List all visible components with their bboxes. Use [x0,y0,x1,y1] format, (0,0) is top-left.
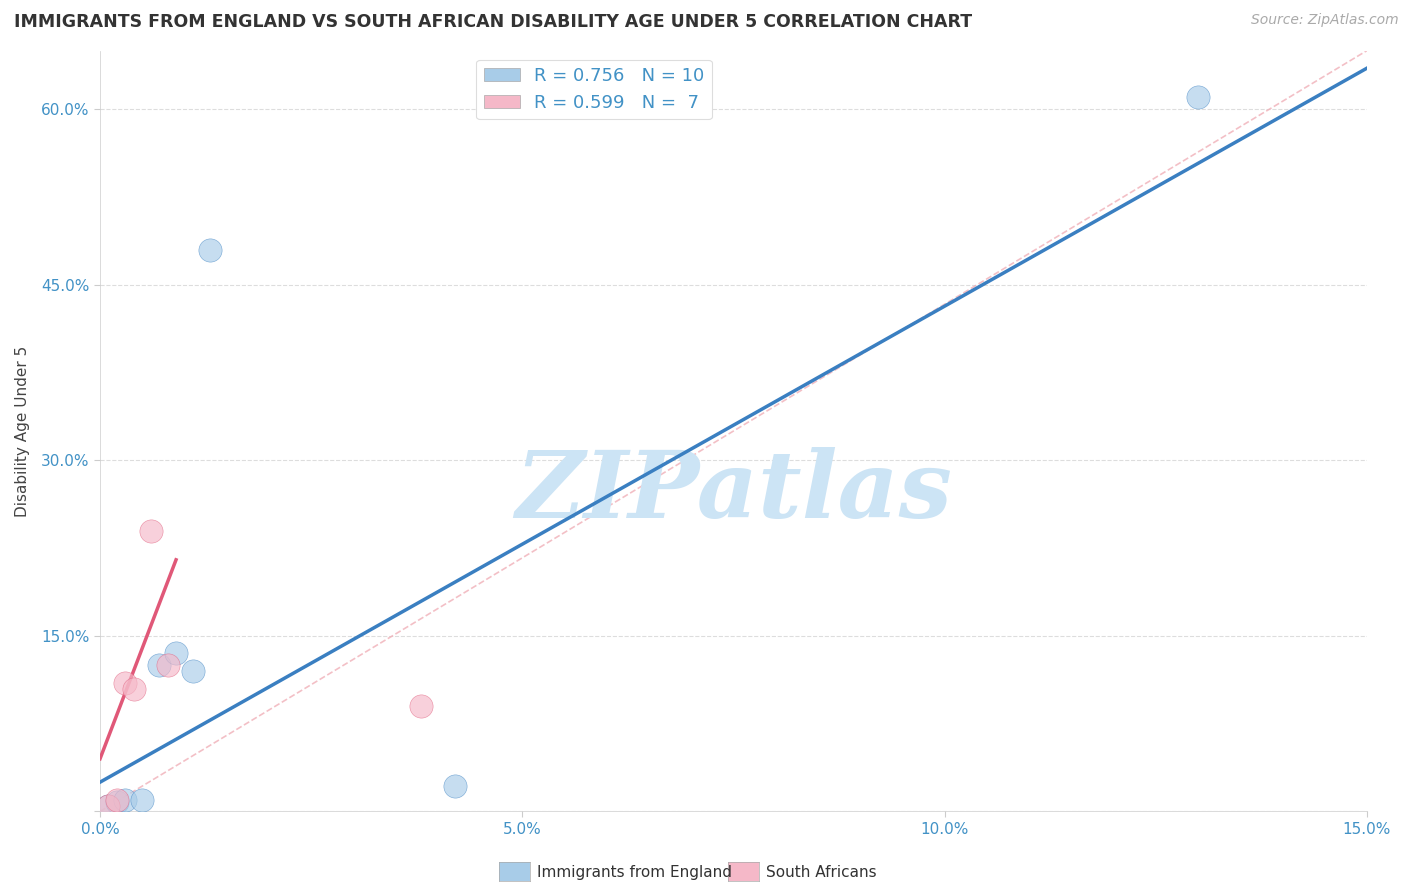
Point [97,798,120,813]
Text: South Africans: South Africans [766,865,877,880]
Point [409,699,432,714]
Text: Source: ZipAtlas.com: Source: ZipAtlas.com [1251,13,1399,28]
Point [122,681,145,696]
Point [139,524,162,538]
Point [181,664,204,678]
Point [198,243,221,257]
Point [114,675,136,690]
Point [165,647,187,661]
Y-axis label: Disability Age Under 5: Disability Age Under 5 [15,345,30,516]
Text: Immigrants from England: Immigrants from England [537,865,733,880]
Point [105,793,128,807]
Point [114,793,136,807]
Point [443,779,465,793]
Text: IMMIGRANTS FROM ENGLAND VS SOUTH AFRICAN DISABILITY AGE UNDER 5 CORRELATION CHAR: IMMIGRANTS FROM ENGLAND VS SOUTH AFRICAN… [14,13,972,31]
Point [131,793,153,807]
Point [148,658,170,673]
Legend: R = 0.756   N = 10, R = 0.599   N =  7: R = 0.756 N = 10, R = 0.599 N = 7 [477,60,711,120]
Text: ZIPatlas: ZIPatlas [515,447,952,537]
Point [97,798,120,813]
Point [156,658,179,673]
Point [1187,90,1209,104]
Point [105,795,128,809]
